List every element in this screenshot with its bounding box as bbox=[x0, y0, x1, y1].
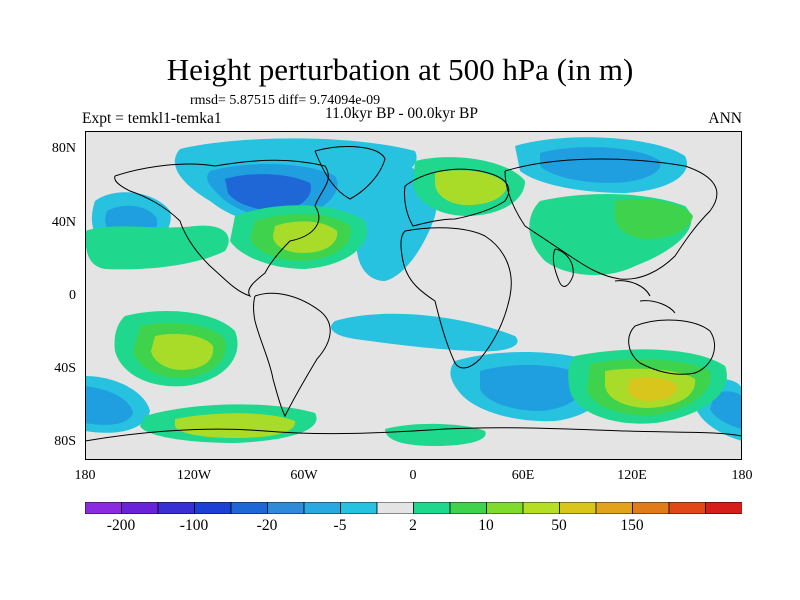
map-title: Height perturbation at 500 hPa (in m) bbox=[166, 52, 634, 87]
colorbar-label-50: 50 bbox=[551, 517, 567, 534]
pos-region-asia-mid bbox=[614, 199, 693, 239]
pos-region-antarctic-core bbox=[175, 413, 296, 438]
contour-fields bbox=[85, 137, 742, 446]
coastline-asia bbox=[504, 158, 718, 280]
colorbar-swatch bbox=[632, 502, 670, 514]
pos-region-europe-core bbox=[435, 170, 507, 206]
lon-label-60e: 60E bbox=[511, 468, 535, 483]
coastline-south-america bbox=[253, 292, 331, 418]
colorbar-swatch bbox=[449, 502, 488, 514]
colorbar-label-m5: -5 bbox=[333, 517, 347, 534]
lon-label-120e: 120E bbox=[617, 468, 647, 483]
lat-label-40n: 40N bbox=[51, 215, 76, 230]
pos-region-southern-ocean-east-peak bbox=[627, 377, 677, 401]
lat-label-40s: 40S bbox=[54, 361, 76, 376]
coastline-north-america bbox=[114, 159, 329, 297]
lat-label-80s: 80S bbox=[54, 434, 76, 449]
experiment-label: Expt = temkl1-temka1 bbox=[82, 110, 222, 127]
pos-region-south-pacific-core bbox=[151, 333, 214, 370]
colorbar-swatch bbox=[267, 502, 305, 514]
neg-region-tropics bbox=[331, 313, 518, 352]
lat-label-0: 0 bbox=[69, 288, 76, 303]
coastlines bbox=[85, 146, 742, 442]
coastline-europe bbox=[404, 168, 510, 227]
colorbar-swatch bbox=[121, 502, 159, 514]
colorbar-swatch bbox=[157, 502, 196, 514]
lon-label-0: 0 bbox=[409, 468, 417, 483]
colorbar-swatch bbox=[668, 502, 707, 514]
colorbar-swatch bbox=[522, 502, 561, 514]
stats-text: rmsd= 5.87515 diff= 9.74094e-09 bbox=[190, 93, 381, 108]
neg-region-north-america-core bbox=[225, 174, 311, 211]
colorbar-swatch bbox=[486, 502, 524, 514]
colorbar-swatch bbox=[595, 502, 634, 514]
contour-map bbox=[85, 131, 742, 460]
lon-label-180e: 180 bbox=[731, 468, 753, 483]
pos-region-eastern-us-core bbox=[273, 221, 338, 253]
coastline-india bbox=[552, 248, 574, 287]
season-label: ANN bbox=[708, 110, 742, 127]
neg-region-northwest-pacific-core bbox=[540, 147, 661, 183]
colorbar-label-150: 150 bbox=[620, 517, 644, 534]
colorbar-label-m20: -20 bbox=[256, 517, 278, 534]
colorbar-label-m100: -100 bbox=[179, 517, 209, 534]
colorbar-label-2: 2 bbox=[409, 517, 417, 534]
neg-region-southwest-core bbox=[85, 386, 133, 425]
colorbar-swatch bbox=[705, 502, 742, 514]
coastline-australia bbox=[628, 319, 715, 375]
period-label: 11.0kyr BP - 00.0kyr BP bbox=[325, 105, 479, 122]
pos-region-antarctic-east bbox=[385, 423, 486, 446]
neg-region-southeast-core bbox=[710, 391, 742, 429]
pos-region-pacific-subtropics bbox=[85, 225, 229, 270]
colorbar-swatch bbox=[85, 502, 123, 514]
lat-label-80n: 80N bbox=[51, 141, 76, 156]
colorbar-swatch bbox=[194, 502, 232, 514]
colorbar-swatch bbox=[376, 502, 415, 514]
lon-label-60w: 60W bbox=[290, 468, 318, 483]
colorbar-swatch bbox=[340, 502, 378, 514]
coastline-greenland bbox=[314, 146, 386, 200]
coastline-antarctica bbox=[85, 427, 742, 442]
colorbar-swatch bbox=[413, 502, 451, 514]
lon-label-180w: 180 bbox=[74, 468, 96, 483]
colorbar-swatch bbox=[230, 502, 269, 514]
neg-region-south-indian-core bbox=[480, 364, 586, 411]
coastline-africa bbox=[400, 227, 512, 369]
coastline-southeast-asia bbox=[614, 280, 676, 314]
colorbar-swatch bbox=[303, 502, 342, 514]
colorbar-swatch bbox=[559, 502, 597, 514]
colorbar-label-m200: -200 bbox=[106, 517, 136, 534]
colorbar-label-10: 10 bbox=[478, 517, 494, 534]
map-frame bbox=[85, 131, 742, 460]
colorbar bbox=[85, 502, 742, 514]
lon-label-120w: 120W bbox=[176, 468, 212, 483]
